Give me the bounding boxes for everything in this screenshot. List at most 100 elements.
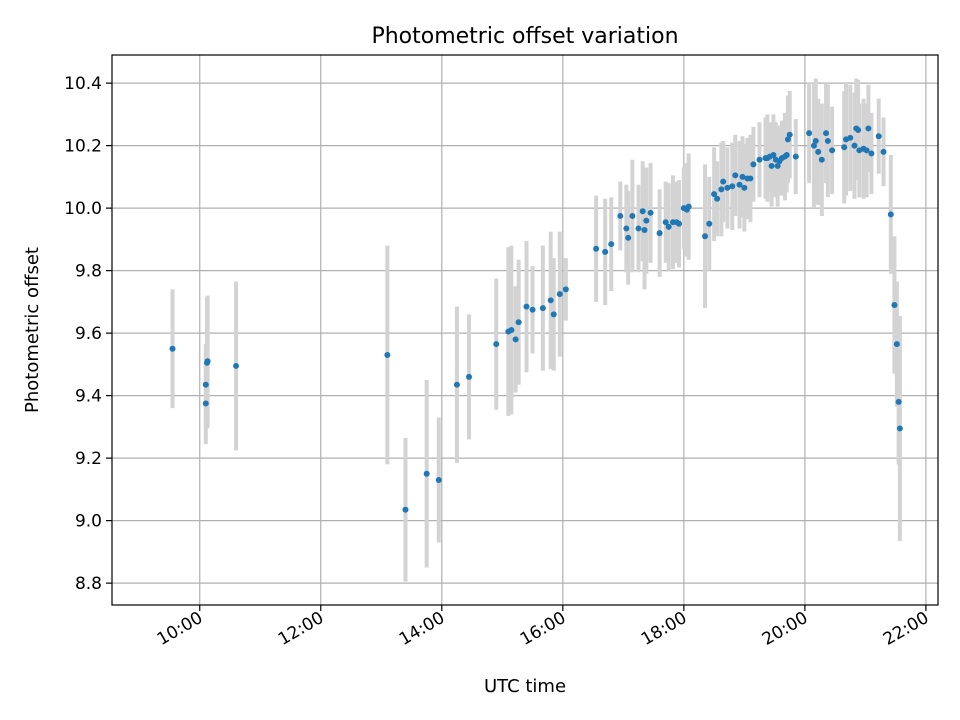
y-tick-label: 9.2 — [75, 449, 102, 469]
data-point — [641, 227, 648, 233]
data-point — [508, 327, 515, 333]
plot-frame — [111, 54, 939, 606]
data-point — [739, 173, 746, 180]
data-point — [774, 162, 781, 169]
data-point — [736, 181, 743, 188]
data-point — [539, 305, 546, 312]
data-point — [593, 245, 600, 252]
data-point — [635, 225, 642, 232]
data-point — [623, 225, 630, 232]
data-point — [768, 162, 775, 169]
x-tick-label: 16:00 — [517, 608, 569, 650]
data-point — [493, 341, 500, 348]
data-point — [402, 506, 409, 513]
y-tick-label: 10.2 — [64, 137, 102, 157]
data-point — [515, 319, 522, 326]
data-point — [702, 233, 709, 240]
y-tick-label: 9.6 — [75, 324, 102, 344]
data-point — [829, 147, 836, 154]
data-point — [466, 373, 473, 380]
data-point — [547, 297, 554, 304]
data-point — [880, 148, 887, 155]
data-point — [732, 172, 739, 179]
x-tick-label: 12:00 — [275, 608, 327, 650]
data-point — [202, 381, 209, 388]
data-point — [895, 398, 902, 405]
data-point — [512, 336, 519, 343]
data-point — [786, 131, 793, 138]
data-point — [810, 142, 817, 149]
data-point — [617, 212, 624, 219]
data-point — [896, 425, 903, 432]
data-point — [639, 208, 646, 215]
data-point — [423, 470, 430, 477]
data-point — [643, 217, 650, 224]
data-point — [818, 156, 825, 163]
data-point — [729, 183, 736, 190]
data-point — [784, 136, 791, 143]
data-point — [556, 291, 563, 298]
data-point — [608, 241, 615, 248]
data-point — [875, 133, 882, 140]
data-point — [851, 142, 858, 149]
data-point — [841, 144, 848, 151]
data-point — [706, 220, 713, 227]
data-point — [770, 152, 777, 158]
y-tick-label: 9.0 — [75, 512, 102, 532]
data-point — [815, 148, 822, 155]
data-point — [868, 150, 875, 157]
data-point — [806, 130, 813, 137]
data-point — [792, 153, 799, 160]
data-point — [550, 311, 557, 318]
data-point — [625, 234, 632, 241]
x-tick-label: 18:00 — [638, 608, 690, 650]
data-point — [847, 134, 854, 141]
data-point — [887, 211, 894, 218]
data-point — [812, 137, 819, 144]
x-axis-label: UTC time — [484, 676, 566, 697]
data-point — [783, 152, 790, 158]
data-point — [714, 195, 721, 202]
data-point — [647, 209, 654, 216]
data-point — [665, 223, 672, 230]
data-point — [676, 220, 683, 227]
data-point — [202, 400, 209, 407]
data-point — [685, 203, 692, 210]
data-point — [863, 147, 870, 154]
data-point — [453, 381, 460, 388]
x-tick-label: 20:00 — [759, 608, 811, 650]
data-point — [750, 161, 757, 168]
data-point — [384, 352, 391, 358]
data-point — [529, 306, 536, 313]
y-tick-label: 9.8 — [75, 262, 102, 282]
data-point — [891, 302, 898, 308]
data-point — [233, 362, 240, 369]
data-point — [711, 191, 718, 198]
data-point — [204, 358, 211, 365]
y-tick-label: 10.4 — [64, 74, 102, 94]
y-axis: 8.8 9.0 9.2 9.4 9.6 9.8 10.0 10.2 10.4 — [64, 74, 112, 594]
y-tick-label: 10.0 — [64, 199, 102, 219]
data-point — [602, 248, 609, 255]
point-layer — [169, 125, 903, 513]
chart-title: Photometric offset variation — [371, 24, 678, 49]
data-point — [756, 156, 763, 163]
data-point — [824, 137, 831, 144]
data-point — [562, 286, 569, 293]
x-axis: 10:00 12:00 14:00 16:00 18:00 20:00 22:00 — [154, 605, 932, 650]
x-tick-label: 14:00 — [396, 608, 448, 650]
data-point — [718, 186, 725, 193]
data-point — [865, 125, 872, 132]
data-point — [823, 130, 830, 137]
data-point — [656, 230, 663, 237]
y-tick-label: 9.4 — [75, 387, 102, 407]
x-tick-label: 10:00 — [154, 608, 206, 650]
data-point — [747, 175, 754, 182]
data-point — [629, 212, 636, 219]
data-point — [741, 184, 748, 191]
data-point — [720, 178, 727, 185]
data-point — [855, 127, 862, 133]
y-tick-label: 8.8 — [75, 574, 102, 594]
data-point — [169, 345, 176, 352]
